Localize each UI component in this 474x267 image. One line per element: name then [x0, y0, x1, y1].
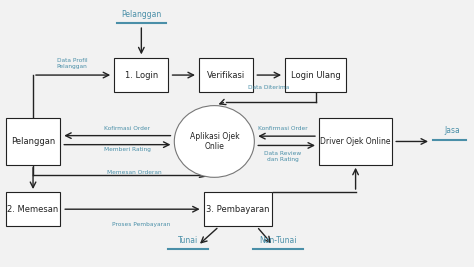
Text: 3. Pembayaran: 3. Pembayaran — [206, 205, 270, 214]
Ellipse shape — [174, 106, 255, 177]
Text: 1. Login: 1. Login — [125, 70, 158, 80]
Text: Tunai: Tunai — [178, 236, 199, 245]
Text: Memberi Rating: Memberi Rating — [104, 147, 151, 152]
Text: Driver Ojek Online: Driver Ojek Online — [320, 137, 391, 146]
Text: Data Profil
Pelanggan: Data Profil Pelanggan — [56, 58, 87, 69]
FancyBboxPatch shape — [6, 192, 60, 226]
FancyBboxPatch shape — [319, 118, 392, 165]
FancyBboxPatch shape — [204, 192, 272, 226]
Text: Data Diterima: Data Diterima — [248, 85, 289, 90]
Text: Konfirmasi Order: Konfirmasi Order — [258, 126, 308, 131]
Text: Pelanggan: Pelanggan — [121, 10, 162, 19]
Text: Data Review
dan Rating: Data Review dan Rating — [264, 151, 301, 162]
Text: Jasa: Jasa — [444, 126, 460, 135]
Text: Aplikasi Ojek
Onlie: Aplikasi Ojek Onlie — [190, 132, 239, 151]
FancyBboxPatch shape — [6, 118, 60, 165]
FancyBboxPatch shape — [199, 58, 253, 92]
Text: Kofirmasi Order: Kofirmasi Order — [104, 126, 150, 131]
FancyBboxPatch shape — [285, 58, 346, 92]
FancyBboxPatch shape — [114, 58, 168, 92]
Text: Proses Pembayaran: Proses Pembayaran — [112, 222, 171, 227]
Text: Pelanggan: Pelanggan — [11, 137, 55, 146]
Text: 2. Memesan: 2. Memesan — [8, 205, 59, 214]
Text: Verifikasi: Verifikasi — [207, 70, 245, 80]
Text: Login Ulang: Login Ulang — [291, 70, 340, 80]
Text: Non-Tunai: Non-Tunai — [259, 236, 297, 245]
Text: Memesan Orderan: Memesan Orderan — [107, 170, 162, 175]
